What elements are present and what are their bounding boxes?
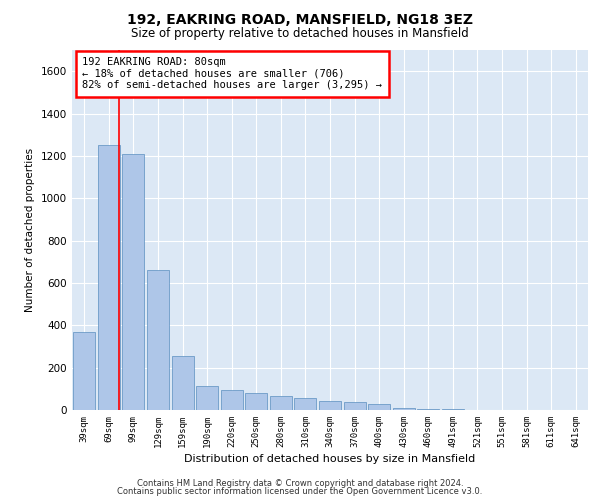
Text: Contains public sector information licensed under the Open Government Licence v3: Contains public sector information licen…: [118, 488, 482, 496]
Bar: [368, 404, 390, 410]
Bar: [73, 332, 95, 410]
Bar: [147, 270, 169, 410]
Bar: [98, 146, 120, 410]
Bar: [122, 154, 145, 410]
Text: Contains HM Land Registry data © Crown copyright and database right 2024.: Contains HM Land Registry data © Crown c…: [137, 478, 463, 488]
Text: 192, EAKRING ROAD, MANSFIELD, NG18 3EZ: 192, EAKRING ROAD, MANSFIELD, NG18 3EZ: [127, 12, 473, 26]
Bar: [295, 398, 316, 410]
Bar: [196, 386, 218, 410]
Bar: [172, 356, 194, 410]
Y-axis label: Number of detached properties: Number of detached properties: [25, 148, 35, 312]
Text: Size of property relative to detached houses in Mansfield: Size of property relative to detached ho…: [131, 28, 469, 40]
Bar: [319, 401, 341, 410]
Bar: [344, 402, 365, 410]
Bar: [417, 409, 439, 410]
Text: 192 EAKRING ROAD: 80sqm
← 18% of detached houses are smaller (706)
82% of semi-d: 192 EAKRING ROAD: 80sqm ← 18% of detache…: [82, 57, 382, 90]
Bar: [270, 396, 292, 410]
Bar: [221, 390, 243, 410]
Bar: [392, 408, 415, 410]
Bar: [245, 393, 268, 410]
X-axis label: Distribution of detached houses by size in Mansfield: Distribution of detached houses by size …: [184, 454, 476, 464]
